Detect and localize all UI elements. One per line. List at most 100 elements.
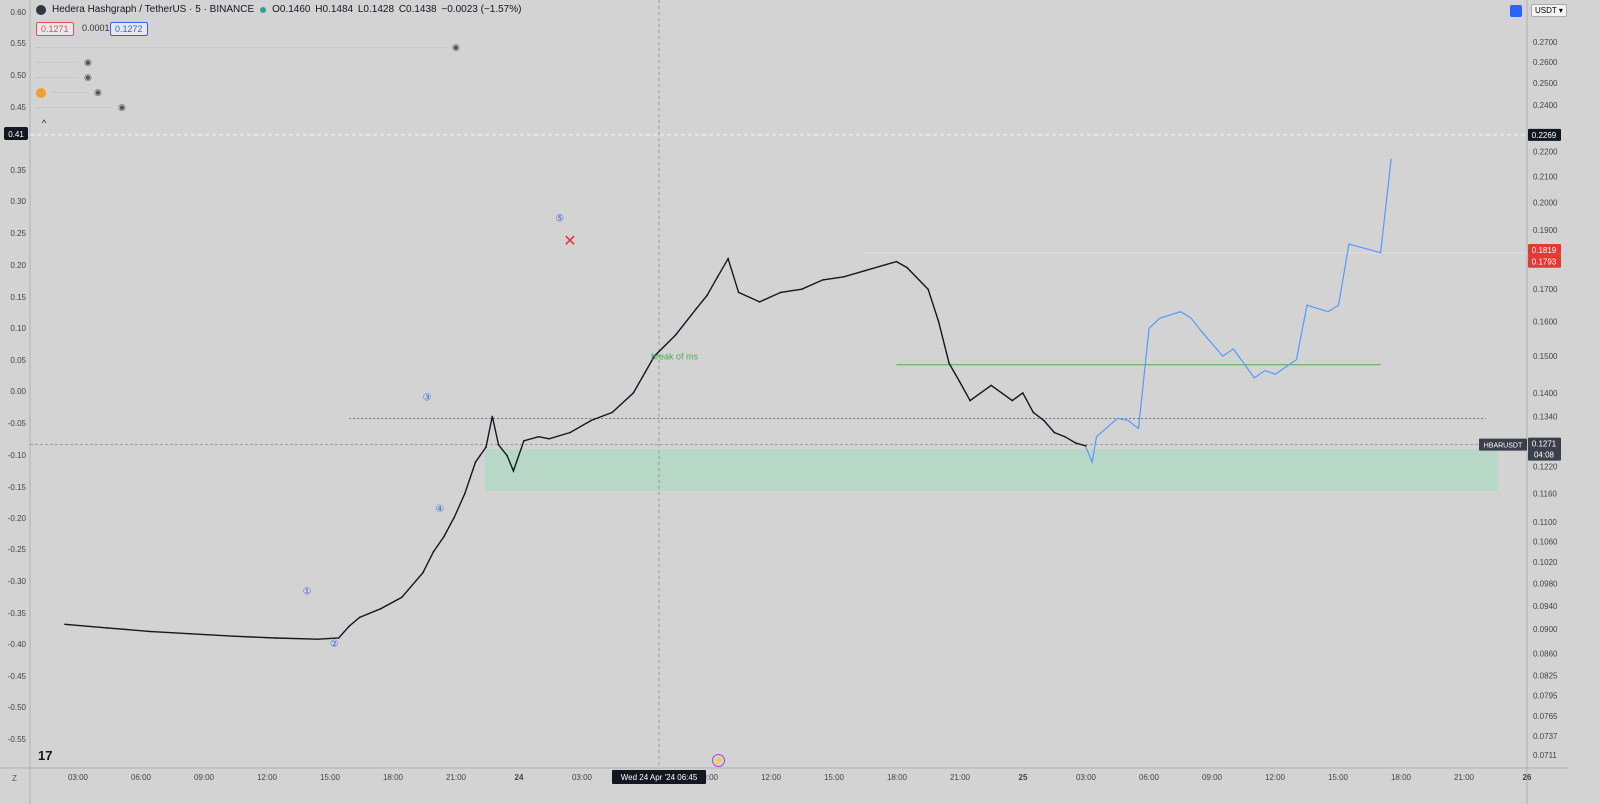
right-axis-tick: 0.2500 — [1533, 79, 1558, 88]
indicator-row-3[interactable]: ◉ — [36, 72, 92, 83]
right-axis-tick: 0.0940 — [1533, 602, 1558, 611]
left-axis-tick: -0.45 — [8, 672, 27, 681]
price-point — [1043, 419, 1045, 422]
countdown-label: 04:08 — [1534, 451, 1555, 460]
eye-icon[interactable]: ◉ — [94, 87, 102, 97]
left-axis-tick: -0.40 — [8, 640, 27, 649]
price-point — [190, 633, 193, 635]
zoom-icon[interactable]: Z — [12, 774, 17, 783]
right-axis-tick: 0.2200 — [1533, 147, 1558, 156]
price-point — [337, 637, 340, 639]
price-point — [512, 470, 515, 472]
indicator-row-5[interactable]: ◉ — [36, 102, 126, 113]
price-point — [106, 627, 108, 629]
price-point — [1085, 445, 1087, 447]
price-point — [1074, 442, 1077, 444]
right-axis-tick: 0.2700 — [1533, 38, 1558, 47]
left-axis-highlight — [4, 127, 28, 140]
right-axis-tick: 0.0860 — [1533, 649, 1558, 658]
left-axis-tick: -0.30 — [8, 577, 27, 586]
left-axis-tick: 0.55 — [10, 39, 26, 48]
eye-icon[interactable]: ◉ — [452, 42, 460, 52]
indicator-row-4[interactable]: ◉ — [36, 87, 102, 98]
price-point — [316, 638, 319, 640]
x-axis-tick: 15:00 — [1328, 773, 1349, 782]
symbol-title[interactable]: Hedera Hashgraph / TetherUS · 5 · BINANC… — [52, 4, 255, 15]
eye-icon[interactable]: ◉ — [84, 72, 92, 82]
close-value: C0.1438 — [398, 4, 437, 15]
price-point — [64, 623, 66, 626]
price-point — [432, 551, 435, 553]
symbol-logo-icon — [36, 4, 46, 15]
currency-select[interactable]: USDT ▾ — [1531, 4, 1567, 17]
left-axis-tick: 0.05 — [10, 356, 26, 365]
right-axis-tick: 0.1400 — [1533, 389, 1558, 398]
right-axis-tick: 0.2400 — [1533, 101, 1558, 110]
open-value: O0.1460 — [272, 4, 311, 15]
left-axis-tick: 0.35 — [10, 166, 26, 175]
x-axis-tick: 18:00 — [887, 773, 908, 782]
buy-price-box[interactable]: 0.1272 — [110, 22, 148, 36]
crosshair-time-bg — [612, 770, 706, 784]
indicator-row-1[interactable]: ◉ — [36, 42, 460, 53]
price-point — [1064, 435, 1066, 438]
plot-area — [30, 0, 1527, 768]
price-point — [1011, 399, 1014, 402]
red-bottom-price-label-bg — [1528, 255, 1561, 268]
x-axis-tick: 21:00 — [446, 773, 467, 782]
collapse-caret-icon[interactable]: ^ — [42, 118, 47, 128]
left-axis-tick: 0.00 — [10, 387, 26, 396]
price-point — [695, 307, 698, 310]
right-axis-tick: 0.2000 — [1533, 198, 1558, 207]
price-point — [348, 625, 351, 627]
price-point — [653, 355, 656, 357]
right-axis-tick: 0.0795 — [1533, 691, 1558, 700]
x-axis-tick: 26 — [1523, 773, 1532, 782]
price-point — [969, 399, 971, 402]
x-axis-tick: 03:00 — [1076, 773, 1097, 782]
eye-icon[interactable]: ◉ — [84, 57, 92, 67]
crosshair-time-label: Wed 24 Apr '24 06:45 — [621, 773, 698, 782]
left-axis-tick: 0.60 — [10, 8, 26, 17]
price-point — [443, 535, 445, 538]
wave-label-3: ③ — [423, 393, 432, 404]
break-of-ms-label: break of ms — [651, 352, 699, 362]
price-point — [822, 279, 824, 281]
spread-value: 0.0001 — [82, 23, 110, 33]
right-axis-tick: 0.1600 — [1533, 318, 1558, 327]
price-point — [885, 263, 887, 266]
right-axis-tick: 0.0980 — [1533, 580, 1558, 589]
x-axis-tick: 03:00 — [68, 773, 89, 782]
red-top-price-label-bg — [1528, 244, 1561, 257]
wave-label-1: ① — [303, 587, 312, 598]
price-point — [453, 516, 456, 518]
eye-icon[interactable]: ◉ — [118, 102, 126, 112]
price-point — [1022, 392, 1024, 394]
indicator-row-2[interactable]: ◉ — [36, 57, 92, 68]
left-axis-tick: -0.55 — [8, 735, 27, 744]
lightning-icon[interactable]: ⚡ — [712, 754, 725, 767]
left-axis-tick: -0.50 — [8, 703, 27, 712]
price-point — [864, 269, 866, 272]
chart-header: Hedera Hashgraph / TetherUS · 5 · BINANC… — [36, 4, 523, 15]
currency-label: USDT — [1535, 6, 1557, 15]
right-axis-tick: 0.1340 — [1533, 412, 1558, 421]
wave-label-5: ⑤ — [555, 213, 564, 224]
high-value: H0.1484 — [315, 4, 354, 15]
price-point — [506, 454, 508, 457]
left-axis-tick: -0.10 — [8, 451, 27, 460]
price-point — [779, 291, 782, 294]
price-point — [1000, 392, 1003, 394]
price-point — [232, 635, 235, 637]
tradingview-logo-icon[interactable]: 17 — [38, 748, 53, 763]
sell-price-box[interactable]: 0.1271 — [36, 22, 74, 36]
alert-icon[interactable] — [1510, 5, 1522, 17]
price-point — [674, 334, 677, 336]
price-point — [737, 291, 740, 294]
price-point — [843, 276, 845, 278]
right-axis-tick: 0.1100 — [1533, 518, 1557, 527]
price-point — [948, 362, 950, 365]
change-value: −0.0023 (−1.57%) — [441, 4, 522, 15]
